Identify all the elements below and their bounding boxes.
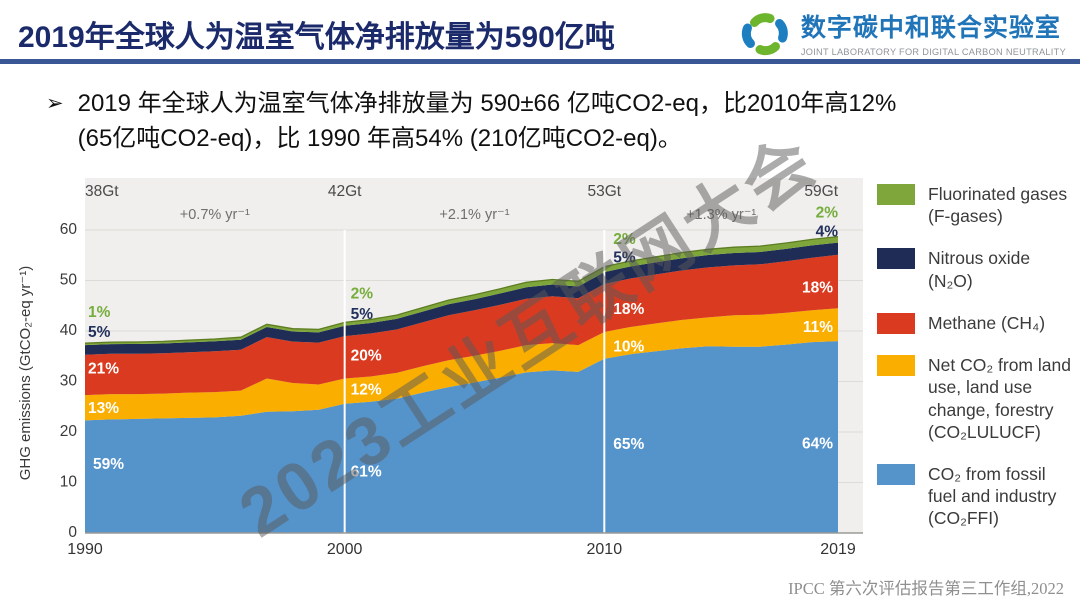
percent-label-1990-1%: 1% — [88, 304, 111, 321]
summary-text: 2019 年全球人为温室气体净排放量为 590±66 亿吨CO2-eq，比201… — [78, 86, 897, 156]
legend-label-5: CO₂ from fossil fuel and industry (CO₂FF… — [928, 463, 1057, 529]
total-label-2000: 42Gt — [328, 183, 362, 200]
bullet-arrow-icon: ➢ — [46, 92, 64, 115]
percent-label-1990-59%: 59% — [93, 456, 124, 473]
growth-label-1990: +0.7% yr⁻¹ — [180, 207, 250, 223]
lab-name-en: JOINT LABORATORY FOR DIGITAL CARBON NEUT… — [800, 46, 1066, 57]
lab-logo-icon — [741, 13, 788, 56]
area-layer-3 — [85, 254, 838, 396]
legend-label-4: Net CO₂ from land use, land use change, … — [928, 355, 1071, 442]
area-layer-2 — [85, 308, 838, 421]
legend-item-5: CO₂ from fossil fuel and industry (CO₂FF… — [877, 463, 1073, 530]
legend-label-1: Fluorinated gases (F-gases) — [928, 184, 1068, 227]
percent-label-2010-10%: 10% — [613, 338, 644, 355]
y-tick-20: 20 — [60, 423, 78, 440]
percent-label-2019-18%: 18% — [802, 280, 833, 297]
percent-label-2019-11%: 11% — [803, 319, 833, 336]
percent-label-2000-20%: 20% — [351, 347, 382, 364]
area-layer-1 — [85, 341, 838, 533]
y-axis-label: GHG emissions (GtCO₂-eq yr⁻¹) — [17, 266, 34, 481]
percent-label-2019-2%: 2% — [816, 204, 839, 221]
percent-label-2000-2%: 2% — [351, 286, 374, 303]
page-title: 2019年全球人为温室气体净排放量为590亿吨 — [18, 21, 615, 54]
percent-label-1990-5%: 5% — [88, 324, 111, 341]
legend-swatch-5 — [877, 463, 915, 485]
legend-item-2: Nitrous oxide (N₂O) — [877, 247, 1073, 291]
legend-item-4: Net CO₂ from land use, land use change, … — [877, 354, 1073, 443]
percent-label-2010-5%: 5% — [613, 249, 636, 266]
y-tick-30: 30 — [60, 373, 78, 390]
lab-logo: 数字碳中和联合实验室 JOINT LABORATORY FOR DIGITAL … — [739, 6, 1066, 58]
x-tick-2000: 2000 — [327, 541, 363, 558]
x-tick-2010: 2010 — [587, 541, 623, 558]
legend-item-1: Fluorinated gases (F-gases) — [877, 183, 1073, 227]
percent-label-2000-5%: 5% — [351, 306, 374, 323]
legend-label-2: Nitrous oxide (N₂O) — [928, 248, 1031, 291]
legend-swatch-1 — [877, 184, 915, 205]
percent-label-1990-13%: 13% — [88, 400, 119, 417]
ghg-stacked-area-chart: 38Gt 42Gt 53Gt 59Gt +0.7% yr⁻¹ +2.1% yr⁻¹ +1.3… — [17, 178, 863, 558]
x-tick-2019: 2019 — [820, 541, 856, 558]
header-divider — [0, 59, 1080, 64]
y-tick-50: 50 — [60, 272, 78, 289]
percent-label-1990-21%: 21% — [88, 360, 119, 377]
source-citation: IPCC 第六次评估报告第三工作组,2022 — [788, 579, 1064, 598]
x-tick-1990: 1990 — [67, 541, 103, 558]
growth-label-2000: +2.1% yr⁻¹ — [439, 207, 509, 223]
y-tick-10: 10 — [60, 474, 78, 491]
percent-label-2019-4%: 4% — [816, 224, 839, 241]
total-label-2010: 53Gt — [588, 183, 622, 200]
y-tick-60: 60 — [60, 221, 78, 238]
legend-label-3: Methane (CH₄) — [928, 312, 1046, 333]
percent-label-2000-61%: 61% — [351, 463, 382, 480]
percent-label-2010-65%: 65% — [613, 436, 644, 453]
lab-logo-text: 数字碳中和联合实验室 JOINT LABORATORY FOR DIGITAL … — [801, 8, 1066, 57]
growth-label-2010: +1.3% yr⁻¹ — [686, 207, 756, 223]
percent-label-2019-64%: 64% — [802, 436, 833, 453]
summary-bullet: ➢ 2019 年全球人为温室气体净排放量为 590±66 亿吨CO2-eq，比2… — [46, 86, 896, 156]
legend-item-3: Methane (CH₄) — [877, 312, 1073, 334]
percent-label-2000-12%: 12% — [351, 382, 382, 399]
summary-line-2: (65亿吨CO2-eq)，比 1990 年高54% (210亿吨CO2-eq)。 — [77, 125, 682, 152]
lab-name-cn: 数字碳中和联合实验室 — [800, 13, 1061, 42]
area-layer-5 — [85, 236, 838, 346]
percent-label-2010-2%: 2% — [613, 231, 636, 248]
stack-top-edge — [84, 235, 839, 344]
total-label-1990: 38Gt — [85, 183, 119, 200]
legend-swatch-3 — [877, 312, 915, 334]
y-tick-0: 0 — [68, 524, 77, 541]
total-label-2019: 59Gt — [804, 183, 838, 200]
legend-swatch-4 — [877, 355, 915, 377]
chart-legend: Fluorinated gases (F-gases) Nitrous oxide… — [877, 183, 1073, 530]
legend-swatch-2 — [877, 248, 915, 270]
percent-label-2010-18%: 18% — [613, 301, 644, 318]
summary-line-1: 2019 年全球人为温室气体净排放量为 590±66 亿吨CO2-eq，比201… — [77, 90, 897, 117]
area-layer-4 — [85, 242, 838, 355]
y-tick-40: 40 — [60, 322, 78, 339]
